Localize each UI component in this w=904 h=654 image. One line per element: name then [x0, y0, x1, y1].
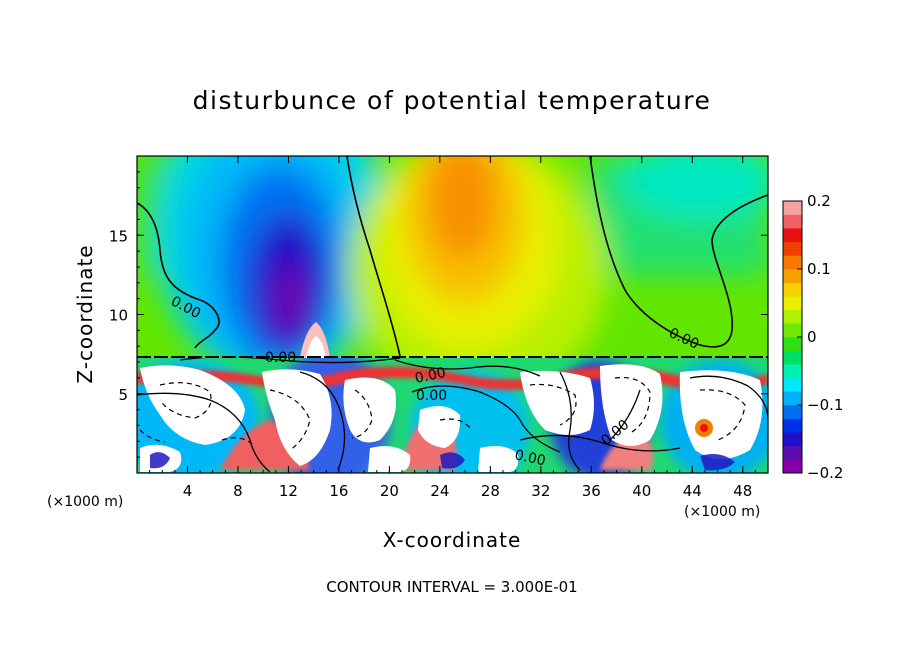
x-tick-label: 8 [233, 482, 243, 500]
colorbar-swatch [783, 255, 802, 270]
contour-label: 0.00 [513, 447, 547, 469]
upper-field [137, 156, 768, 358]
contour-label: 0.00 [414, 365, 448, 387]
colorbar-swatch [783, 201, 802, 215]
colorbar-ticks: 0.2 0.1 0 −0.1 −0.2 [797, 192, 843, 482]
colorbar-swatch [783, 296, 802, 311]
x-axis-title: X-coordinate [383, 528, 522, 552]
colorbar-swatch [783, 350, 802, 365]
colorbar-swatch [783, 269, 802, 283]
x-tick-label: 28 [481, 482, 500, 500]
y-axis-title: Z-coordinate [73, 244, 97, 383]
colorbar-swatch [783, 432, 802, 447]
colorbar-swatch [783, 405, 802, 419]
x-tick-label: 40 [632, 482, 651, 500]
colorbar-tick-label: 0.1 [807, 260, 831, 278]
colorbar-swatch [783, 377, 802, 392]
y-tick-label: 10 [109, 307, 128, 325]
x-axis: 4 8 12 16 20 24 28 32 36 40 44 48 [149, 156, 756, 500]
colorbar-swatch [783, 323, 802, 338]
y-tick-label: 15 [109, 227, 128, 245]
colorbar-tick-label: 0.2 [807, 192, 831, 210]
x-unit-label-left: (×1000 m) [47, 494, 123, 510]
colorbar-swatch [783, 337, 802, 351]
colorbar-tick-label: −0.1 [807, 396, 843, 414]
x-tick-label: 32 [531, 482, 550, 500]
x-tick-label: 24 [430, 482, 449, 500]
x-tick-label: 20 [380, 482, 399, 500]
x-unit-label-right: (×1000 m) [684, 504, 760, 520]
colorbar-swatch [783, 445, 802, 460]
contour-label: 0.00 [416, 388, 447, 404]
colorbar-swatch [783, 364, 802, 379]
x-tick-label: 12 [279, 482, 298, 500]
colorbar-swatch [783, 241, 802, 256]
y-tick-label: 5 [118, 386, 128, 404]
colorbar-swatch [783, 391, 802, 406]
x-tick-label: 44 [683, 482, 702, 500]
colorbar-swatch [783, 214, 802, 229]
colorbar-swatch [783, 282, 802, 297]
contour-label: 0.00 [265, 350, 296, 366]
x-tick-label: 48 [733, 482, 752, 500]
colorbar-swatch [783, 228, 802, 243]
colorbar-swatch [783, 418, 802, 433]
y-axis: 5 10 15 [109, 171, 768, 458]
colorbar [782, 200, 803, 474]
x-tick-label: 4 [183, 482, 193, 500]
x-tick-label: 36 [582, 482, 601, 500]
colorbar-swatch [783, 309, 802, 324]
colorbar-swatch [783, 459, 802, 474]
colorbar-tick-label: 0 [807, 328, 817, 346]
contour-labels: 0.00 0.00 0.00 0.00 0.00 0.00 0.00 [168, 293, 701, 469]
lower-field [137, 358, 768, 473]
colorbar-tick-label: −0.2 [807, 464, 843, 482]
x-tick-label: 16 [329, 482, 348, 500]
contour-interval-note: CONTOUR INTERVAL = 3.000E-01 [326, 578, 578, 596]
chart-title: disturbunce of potential temperature [192, 86, 712, 115]
